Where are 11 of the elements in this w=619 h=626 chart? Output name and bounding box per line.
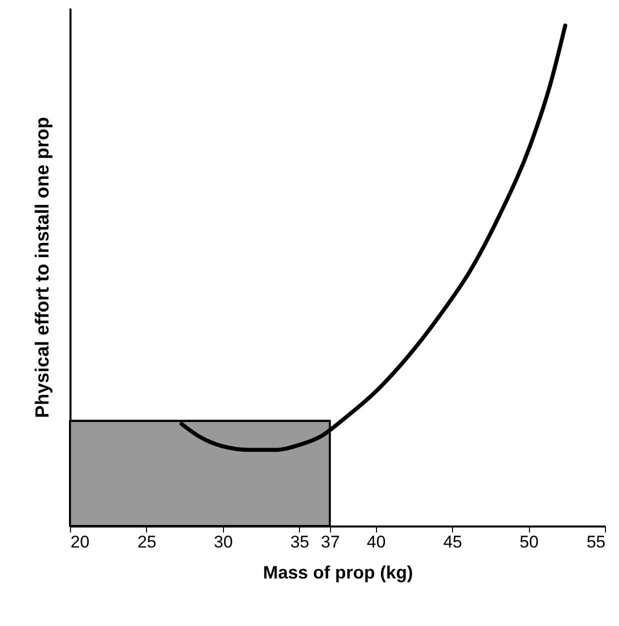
x-tick-label: 40 — [366, 532, 386, 552]
x-tick-label: 45 — [443, 532, 462, 552]
x-tick-label: 20 — [70, 532, 90, 552]
x-tick-label: 50 — [520, 532, 539, 552]
x-tick-label: 35 — [290, 532, 310, 552]
x-tick-label: 37 — [320, 532, 340, 552]
y-axis-title: Physical effort to install one prop — [32, 117, 54, 418]
x-tick-label: 25 — [137, 532, 156, 552]
x-tick-label: 30 — [214, 532, 233, 552]
x-axis-title: Mass of prop (kg) — [262, 562, 414, 582]
x-tick-label: 55 — [586, 532, 606, 552]
